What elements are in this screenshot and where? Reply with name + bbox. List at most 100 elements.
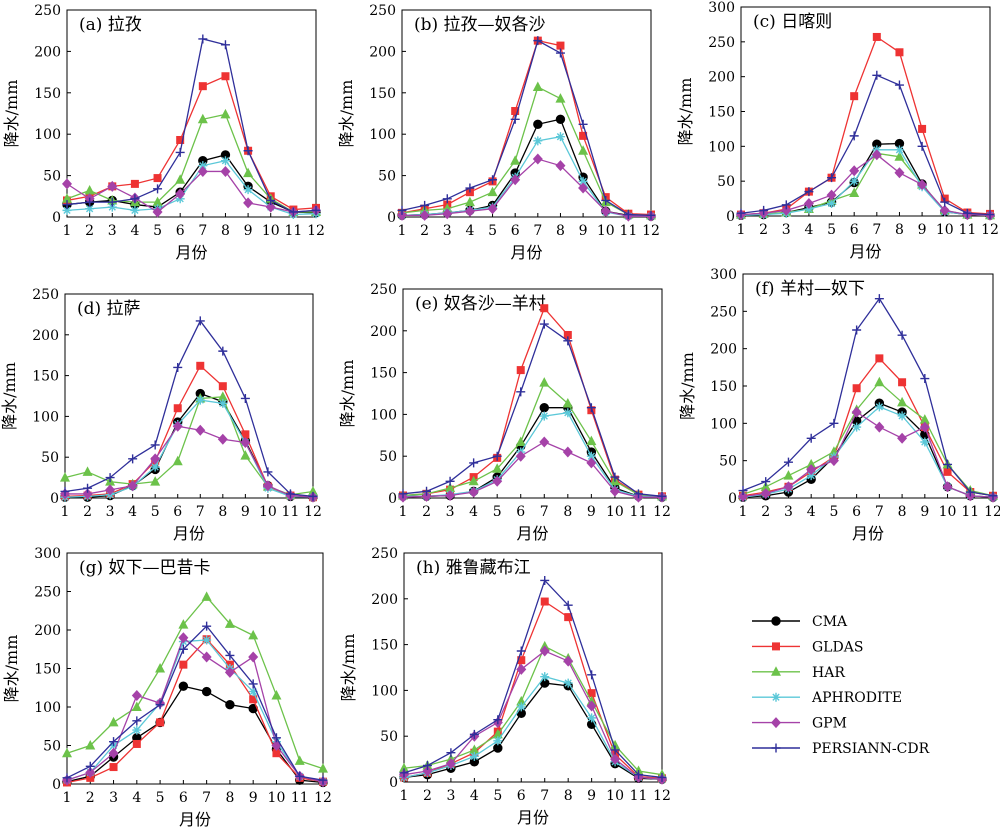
y-tick-label: 100	[34, 127, 61, 143]
data-point-gpm	[197, 165, 208, 177]
data-point-har	[586, 435, 597, 446]
data-point-har	[172, 455, 183, 466]
series-line-har	[402, 381, 663, 497]
y-axis-label: 降水/mm	[2, 635, 21, 703]
data-point-gpm	[578, 182, 589, 194]
data-point-persiann-cdr	[85, 197, 95, 207]
data-point-persiann-cdr	[173, 362, 183, 372]
x-tick-label: 9	[918, 222, 927, 238]
data-point-gpm	[217, 433, 228, 445]
y-tick-label: 250	[370, 282, 397, 298]
data-point-gldas	[241, 430, 250, 439]
data-point-persiann-cdr	[263, 467, 273, 477]
y-tick-label: 150	[32, 369, 59, 385]
data-point-gldas	[516, 366, 525, 375]
y-tick-label: 200	[371, 592, 398, 608]
x-tick-label: 6	[179, 790, 188, 806]
data-point-gpm	[468, 486, 479, 498]
x-tick-label: 5	[829, 504, 838, 520]
data-point-aphrodite	[540, 672, 550, 682]
data-point-gldas	[153, 174, 162, 183]
data-point-gldas	[918, 124, 927, 133]
data-point-gpm	[539, 436, 550, 448]
x-tick-label: 7	[875, 504, 884, 520]
data-point-har	[108, 716, 119, 727]
data-point-gpm	[851, 406, 862, 418]
series-line-har	[66, 113, 316, 213]
data-point-persiann-cdr	[586, 403, 596, 413]
x-axis-label: 月份	[173, 524, 205, 543]
y-tick-label: 250	[34, 3, 61, 19]
y-tick-label: 50	[717, 174, 735, 190]
x-tick-label: 5	[153, 223, 162, 239]
x-tick-label: 4	[807, 504, 816, 520]
data-point-persiann-cdr	[107, 197, 117, 207]
y-tick-label: 250	[32, 287, 59, 303]
data-point-persiann-cdr	[105, 473, 115, 483]
data-point-gpm	[265, 201, 276, 213]
y-tick-label: 150	[370, 366, 397, 382]
data-point-gldas	[872, 32, 881, 41]
data-point-gpm	[248, 651, 259, 663]
data-point-persiann-cdr	[420, 200, 430, 210]
series-line-har	[66, 595, 324, 770]
y-axis-label: 降水/mm	[339, 634, 358, 702]
x-tick-label: 4	[128, 504, 137, 520]
data-point-gpm	[874, 421, 885, 433]
data-point-gpm	[516, 663, 527, 675]
data-point-persiann-cdr	[578, 119, 588, 129]
x-tick-label: 11	[284, 223, 302, 239]
data-point-gpm	[105, 484, 116, 496]
x-tick-label: 4	[132, 790, 141, 806]
y-tick-label: 150	[708, 105, 735, 121]
data-point-har	[919, 414, 930, 424]
data-point-aphrodite	[198, 161, 208, 171]
series-line-persiann-cdr	[66, 625, 324, 781]
data-point-gldas	[249, 695, 258, 704]
legend-marker	[771, 666, 781, 676]
data-point-aphrodite	[874, 402, 884, 412]
y-tick-label: 50	[380, 729, 398, 745]
x-axis-label: 月份	[179, 810, 211, 829]
data-point-gldas	[898, 378, 907, 387]
data-point-persiann-cdr	[198, 34, 208, 44]
x-tick-label: 10	[606, 788, 624, 804]
x-tick-label: 8	[556, 223, 565, 239]
x-tick-label: 8	[221, 223, 230, 239]
x-axis-label: 月份	[175, 243, 207, 262]
data-point-persiann-cdr	[516, 646, 526, 656]
data-point-aphrodite	[897, 411, 907, 421]
data-point-gpm	[445, 489, 456, 501]
data-point-persiann-cdr	[248, 679, 258, 689]
data-point-har	[217, 391, 228, 401]
y-axis-label: 降水/mm	[678, 352, 697, 420]
y-tick-label: 300	[708, 0, 735, 16]
data-point-har	[894, 151, 905, 161]
data-point-persiann-cdr	[539, 319, 549, 329]
x-tick-label: 9	[920, 504, 929, 520]
y-tick-label: 0	[389, 775, 398, 791]
y-tick-label: 100	[34, 700, 61, 716]
data-point-har	[469, 744, 480, 754]
data-point-persiann-cdr	[657, 491, 667, 501]
data-point-aphrodite	[563, 678, 573, 688]
data-point-aphrodite	[493, 736, 503, 746]
data-point-gldas	[130, 179, 139, 188]
data-point-gpm	[532, 153, 543, 165]
data-point-persiann-cdr	[488, 175, 498, 185]
legend-marker	[772, 642, 780, 651]
data-point-persiann-cdr	[422, 486, 432, 496]
data-point-gldas	[272, 749, 281, 758]
data-point-persiann-cdr	[175, 147, 185, 157]
x-tick-label: 7	[196, 504, 205, 520]
x-tick-label: 1	[61, 504, 70, 520]
legend-label: GLDAS	[812, 639, 863, 655]
data-point-aphrodite	[195, 395, 205, 405]
data-point-har	[874, 376, 885, 387]
data-point-persiann-cdr	[295, 771, 305, 781]
data-point-persiann-cdr	[516, 387, 526, 397]
data-point-har	[178, 619, 189, 629]
data-point-har	[783, 470, 794, 480]
x-tick-label: 8	[225, 790, 234, 806]
